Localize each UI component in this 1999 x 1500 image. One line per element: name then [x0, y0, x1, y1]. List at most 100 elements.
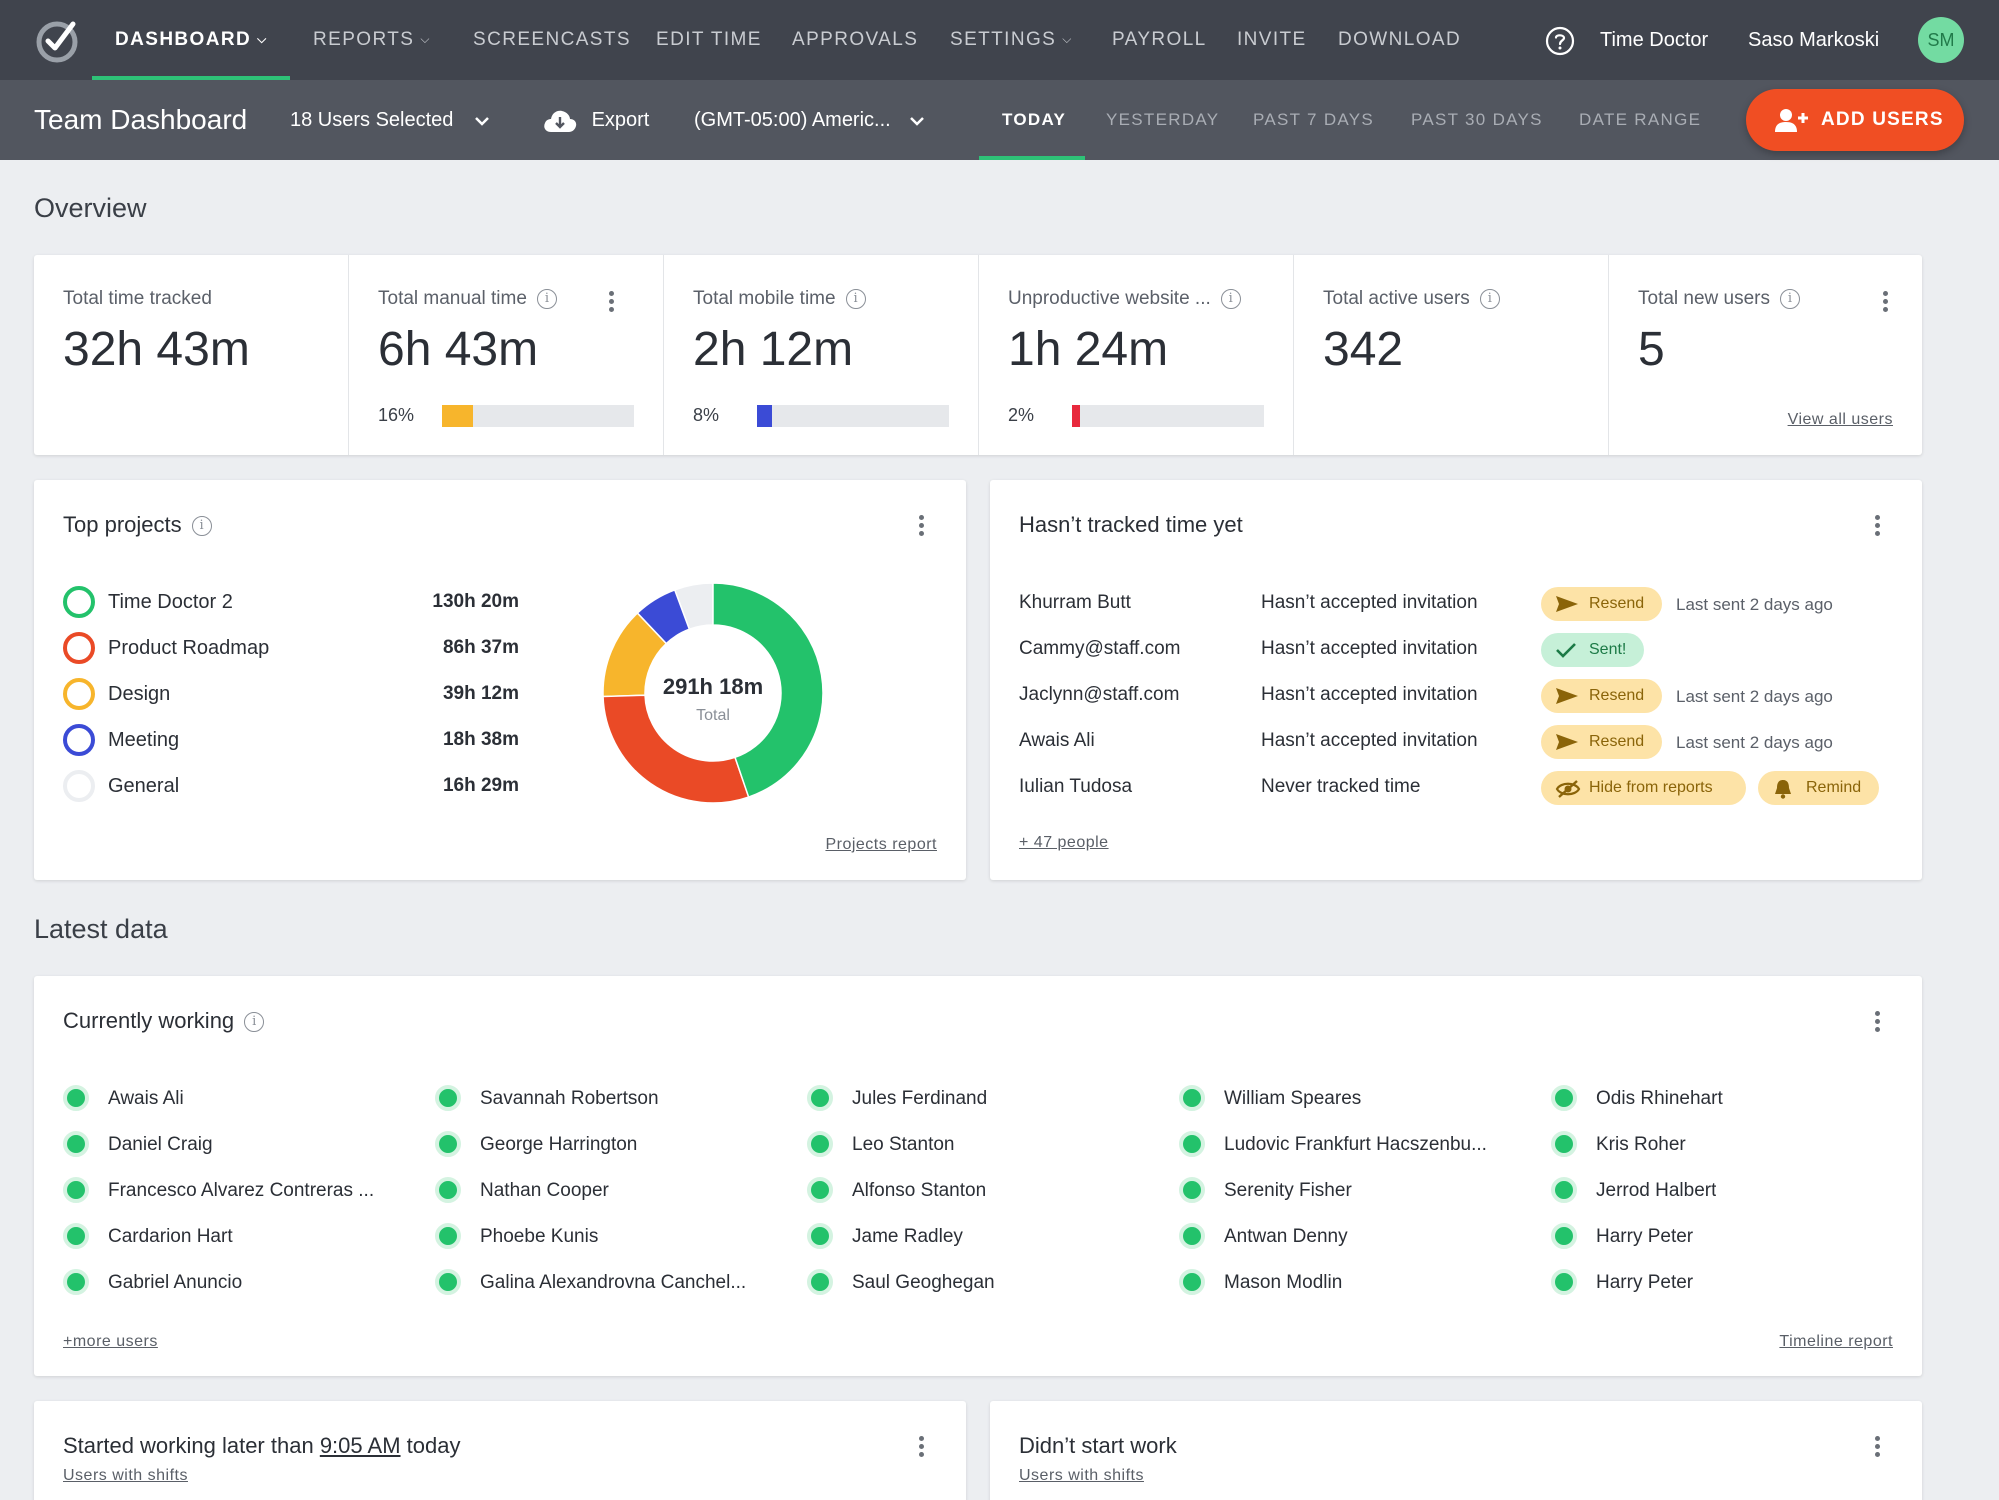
- donut-slice[interactable]: [636, 588, 691, 645]
- project-name: Design: [108, 683, 171, 705]
- project-time: 16h 29m: [442, 775, 519, 796]
- avatar[interactable]: SM: [1918, 17, 1964, 63]
- latest-data-heading: Latest data: [34, 914, 168, 944]
- user-name[interactable]: Saso Markoski: [1748, 29, 1880, 51]
- more-options-icon[interactable]: [1867, 512, 1887, 540]
- shift-time-link[interactable]: 9:05 AM: [319, 1433, 401, 1458]
- online-status-icon: [435, 1177, 461, 1203]
- working-user-name: Galina Alexandrovna Canchel...: [480, 1272, 747, 1293]
- info-icon[interactable]: i: [845, 288, 866, 309]
- tab-date-range[interactable]: DATE RANGE: [1579, 110, 1702, 129]
- info-icon[interactable]: i: [536, 288, 557, 309]
- progress-bar: [757, 405, 949, 427]
- project-color-ring: [63, 632, 95, 664]
- user-name[interactable]: Khurram Butt: [1019, 592, 1131, 613]
- user-name[interactable]: Cammy@staff.com: [1019, 638, 1181, 659]
- nav-payroll[interactable]: PAYROLL: [1112, 29, 1207, 50]
- resend-button[interactable]: Resend: [1541, 679, 1662, 713]
- sent-badge: Sent!: [1541, 633, 1644, 667]
- stat-unproductive-website-time[interactable]: Unproductive website ... i 1h 24m 2%: [979, 255, 1294, 455]
- user-status: Hasn’t accepted invitation: [1261, 730, 1478, 751]
- online-status-icon: [807, 1085, 833, 1111]
- send-icon: [1556, 734, 1578, 750]
- more-options-icon[interactable]: [911, 1433, 931, 1461]
- chevron-down-icon: [910, 116, 925, 126]
- not-tracked-card: Hasn’t tracked time yet Khurram Butt Has…: [990, 480, 1922, 880]
- hide-from-reports-button[interactable]: Hide from reports: [1541, 771, 1746, 805]
- user-name[interactable]: Jaclynn@staff.com: [1019, 684, 1180, 705]
- more-options-icon[interactable]: [601, 288, 621, 316]
- nav-edit-time[interactable]: EDIT TIME: [656, 29, 762, 50]
- users-selector-dropdown[interactable]: 18 Users Selected: [290, 80, 493, 160]
- donut-slice[interactable]: [712, 582, 824, 799]
- projects-donut-chart[interactable]: 291h 18m Total: [600, 580, 826, 806]
- nav-reports[interactable]: REPORTS ⌵: [313, 0, 431, 80]
- project-name: Meeting: [108, 729, 180, 751]
- projects-report-link[interactable]: Projects report: [825, 836, 937, 853]
- export-button[interactable]: Export: [542, 80, 649, 160]
- tab-past-7-days[interactable]: PAST 7 DAYS: [1253, 110, 1375, 129]
- more-users-link[interactable]: +more users: [63, 1333, 158, 1350]
- nav-dashboard[interactable]: DASHBOARD ⌵: [115, 0, 268, 80]
- more-options-icon[interactable]: [911, 512, 931, 540]
- user-name[interactable]: Iulian Tudosa: [1019, 776, 1133, 797]
- started-late-card: Started working later than 9:05 AM today…: [34, 1401, 966, 1500]
- user-status: Hasn’t accepted invitation: [1261, 638, 1478, 659]
- project-color-ring: [63, 678, 95, 710]
- online-status-icon: [63, 1177, 89, 1203]
- project-color-ring: [63, 724, 95, 756]
- help-icon[interactable]: [1545, 26, 1575, 56]
- user-name[interactable]: Awais Ali: [1019, 730, 1095, 751]
- info-icon[interactable]: i: [1220, 288, 1241, 309]
- donut-slice[interactable]: [602, 612, 668, 698]
- view-all-users-link[interactable]: View all users: [1787, 411, 1893, 428]
- info-icon[interactable]: i: [244, 1012, 265, 1033]
- more-options-icon[interactable]: [1867, 1008, 1887, 1036]
- info-icon[interactable]: i: [1479, 288, 1500, 309]
- resend-button[interactable]: Resend: [1541, 587, 1662, 621]
- stat-total-manual-time[interactable]: Total manual time i 6h 43m 16%: [349, 255, 664, 455]
- working-user-name: Daniel Craig: [108, 1134, 213, 1155]
- online-status-icon: [1551, 1177, 1577, 1203]
- stat-total-mobile-time[interactable]: Total mobile time i 2h 12m 8%: [664, 255, 979, 455]
- online-status-icon: [63, 1269, 89, 1295]
- timezone-dropdown[interactable]: (GMT-05:00) Americ...: [694, 80, 928, 160]
- info-icon[interactable]: i: [191, 516, 212, 537]
- company-name[interactable]: Time Doctor: [1600, 29, 1709, 51]
- working-user-name: Harry Peter: [1596, 1226, 1694, 1247]
- nav-download[interactable]: DOWNLOAD: [1338, 29, 1462, 50]
- online-status-icon: [63, 1085, 89, 1111]
- progress-bar-fill: [757, 405, 773, 427]
- online-status-icon: [435, 1269, 461, 1295]
- more-options-icon[interactable]: [1867, 1433, 1887, 1461]
- progress-bar: [1072, 405, 1264, 427]
- tab-past-30-days[interactable]: PAST 30 DAYS: [1411, 110, 1543, 129]
- add-users-button[interactable]: ADD USERS: [1746, 89, 1964, 151]
- working-user-name: Jules Ferdinand: [852, 1088, 988, 1109]
- working-user-name: Gabriel Anuncio: [108, 1272, 243, 1293]
- more-people-link[interactable]: + 47 people: [1019, 834, 1109, 851]
- bell-icon: [1775, 780, 1791, 799]
- timeline-report-link[interactable]: Timeline report: [1779, 1333, 1893, 1350]
- chevron-down-icon: [475, 116, 489, 126]
- more-options-icon[interactable]: [1875, 288, 1895, 316]
- nav-invite[interactable]: INVITE: [1237, 29, 1307, 50]
- online-status-icon: [63, 1131, 89, 1157]
- tab-today[interactable]: TODAY: [1002, 110, 1067, 129]
- working-user-name: Odis Rhinehart: [1596, 1088, 1723, 1109]
- tab-yesterday[interactable]: YESTERDAY: [1106, 110, 1220, 129]
- remind-button[interactable]: Remind: [1758, 771, 1879, 805]
- nav-screencasts[interactable]: SCREENCASTS: [473, 29, 631, 50]
- resend-button[interactable]: Resend: [1541, 725, 1662, 759]
- stat-total-active-users[interactable]: Total active users i 342: [1294, 255, 1609, 455]
- users-with-shifts-link[interactable]: Users with shifts: [63, 1467, 188, 1484]
- nav-settings[interactable]: SETTINGS ⌵: [950, 0, 1073, 80]
- time-doctor-logo-icon[interactable]: [33, 16, 81, 64]
- donut-slice[interactable]: [602, 694, 750, 804]
- nav-approvals[interactable]: APPROVALS: [792, 29, 919, 50]
- stat-total-new-users[interactable]: Total new users i 5 View all users: [1609, 255, 1922, 455]
- stat-label: Unproductive website ... i: [1008, 288, 1241, 310]
- info-icon[interactable]: i: [1780, 288, 1801, 309]
- users-with-shifts-link[interactable]: Users with shifts: [1019, 1467, 1144, 1484]
- stat-total-time-tracked[interactable]: Total time tracked 32h 43m: [34, 255, 349, 455]
